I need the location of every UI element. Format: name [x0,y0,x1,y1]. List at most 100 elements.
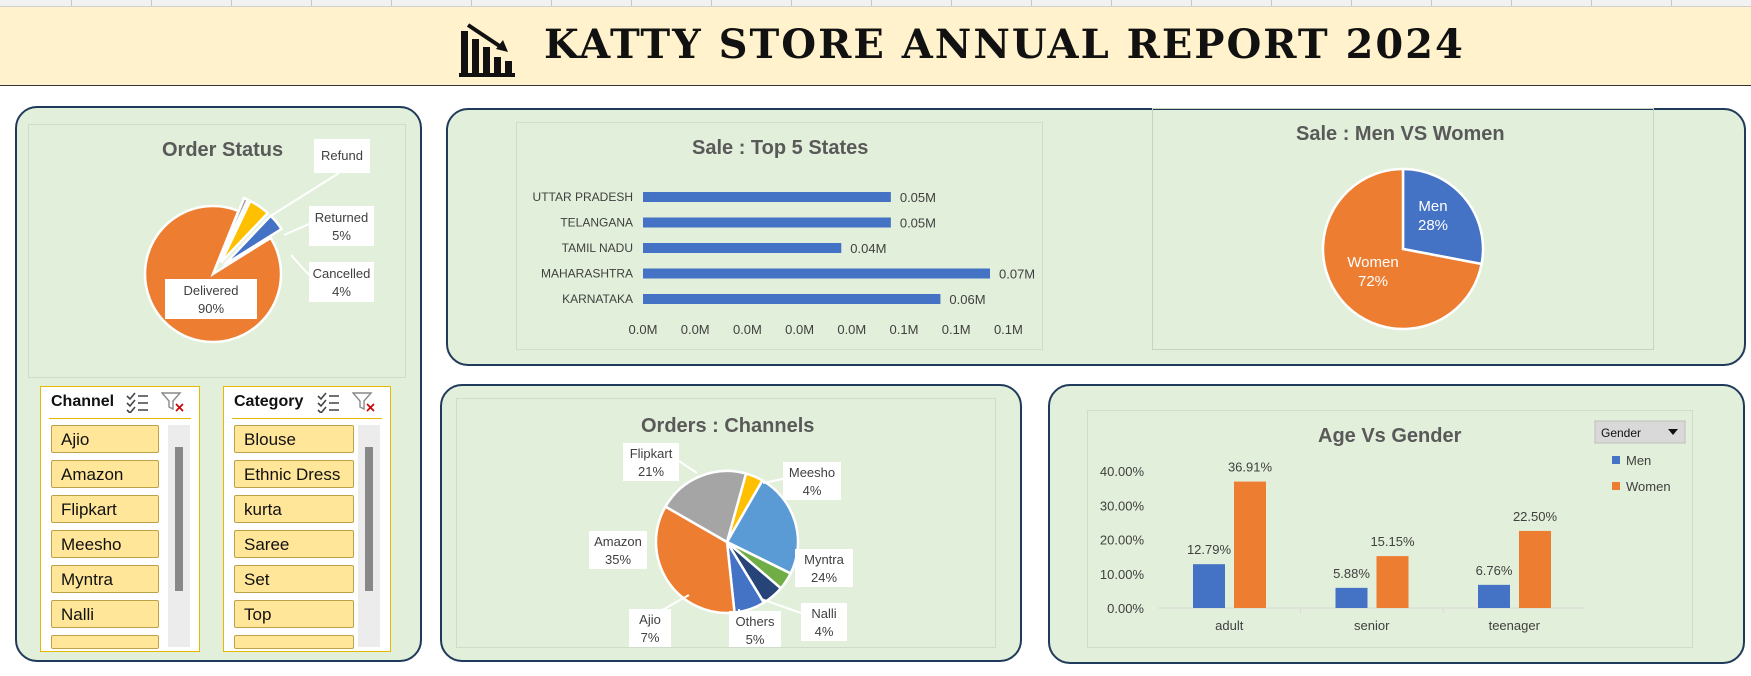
slicer-item-meesho[interactable]: Meesho [51,530,159,558]
category-slicer[interactable]: Category Blouse Ethnic Dress kurta Saree… [223,386,391,652]
x-tick-label: 0.0M [733,322,762,337]
data-label-men-line: 28% [1418,217,1448,234]
leader-line-nalli [760,598,802,614]
data-label-box-amazon [589,531,647,569]
slicer-item-amazon[interactable]: Amazon [51,460,159,488]
data-label-amazon-line: 35% [605,552,631,567]
dropdown-arrow-icon[interactable] [1668,429,1678,435]
slicer-item-kurta[interactable]: kurta [234,495,354,523]
bar-men-senior [1335,587,1368,608]
slicer-item-ethnic-dress[interactable]: Ethnic Dress [234,460,354,488]
state-label-maharashtra: MAHARASHTRA [541,267,633,281]
data-label-returned-line: 5% [332,228,351,243]
data-label-returned-line: Returned [315,210,368,225]
bar-men-adult [1193,564,1225,608]
legend-field-button[interactable] [1594,420,1686,444]
data-label-cancelled-line: Cancelled [313,266,371,281]
data-label-nalli: Nalli 4% [811,606,836,639]
pie-slice-flipkart [663,469,748,544]
gender-sale-pie: Men 28% Women 72% [1321,167,1485,331]
age-gender-bar-chart: 0.00% 10.00% 20.00% 30.00% 40.00% adult 12.79%… [1100,420,1686,633]
column-gridline [1271,0,1272,6]
state-label-tamil-nadu: TAMIL NADU [562,241,633,255]
leader-line-cancelled [290,254,310,276]
data-label-women-line: Women [1347,254,1398,271]
bar-women-senior [1376,556,1409,608]
top-states-bar-chart: UTTAR PRADESH 0.05M TELANGANA 0.05M TAMIL NA… [533,190,1036,337]
column-gridline [231,0,232,6]
slicer-item-ajio[interactable]: Ajio [51,425,159,453]
data-label-box-flipkart [623,443,679,481]
data-label-meesho: Meesho 4% [789,465,835,498]
order-status-title: Order Status [162,139,284,161]
clear-filter-icon[interactable] [352,391,376,413]
slicer-item-set[interactable]: Set [234,565,354,593]
bar-chart-down-icon [459,23,515,77]
column-gridline [871,0,872,6]
channel-slicer[interactable]: Channel Ajio Amazon Flipkart Meesho Mynt… [40,386,200,652]
legend-title: Gender [1601,426,1641,440]
legend-label-men: Men [1626,453,1651,468]
slicer-item-top[interactable]: Top [234,600,354,628]
column-gridline [1351,0,1352,6]
bar-value-label: 5.88% [1333,566,1370,581]
column-gridline [951,0,952,6]
data-label-box-ajio [629,609,671,647]
data-label-myntra-line: Myntra [804,552,845,567]
top-states-title: Sale : Top 5 States [692,137,869,159]
multi-select-icon[interactable] [316,391,340,413]
column-gridline [471,0,472,6]
data-label-women: Women 72% [1347,254,1398,290]
data-label-flipkart: Flipkart 21% [630,446,673,479]
data-label-ajio-line: 7% [641,630,660,645]
data-label-box-nalli [801,603,847,641]
data-label-meesho-line: Meesho [789,465,835,480]
sales-panel [446,108,1746,366]
channel-slicer-title: Channel [51,393,115,410]
slicer-item-partial[interactable] [234,635,354,649]
scrollbar-thumb[interactable] [365,447,373,591]
data-label-box-delivered [165,279,257,319]
state-label-telangana: TELANGANA [560,216,633,230]
bar-women-teenager [1519,530,1551,608]
legend-swatch-men [1612,456,1620,464]
channels-title: Orders : Channels [641,415,815,437]
data-label-returned: Returned 5% [315,210,368,243]
top-states-chart-area: Sale : Top 5 States UTTAR PRADESH 0.05M TE… [516,122,1043,350]
slicer-item-partial[interactable] [51,635,159,649]
pie-slice-refund [217,196,250,262]
channels-chart-area: Orders : Channels Meesho 4% Myntra 24% Nalli… [456,398,996,648]
bar-tamil-nadu [643,243,842,253]
slicer-item-saree[interactable]: Saree [234,530,354,558]
slicer-item-nalli[interactable]: Nalli [51,600,159,628]
data-label-box-others [729,611,781,647]
data-label-myntra-line: 24% [811,570,837,585]
state-label-uttar-pradesh: UTTAR PRADESH [533,190,633,204]
y-tick-label: 20.00% [1100,533,1145,548]
column-gridline [631,0,632,6]
leader-line-flipkart [678,460,698,474]
scrollbar-thumb[interactable] [175,447,183,591]
category-slicer-scrollbar[interactable] [358,425,380,647]
data-label-box-cancelled [309,262,374,302]
slicer-item-blouse[interactable]: Blouse [234,425,354,453]
bar-karnataka [643,294,941,304]
slicer-item-myntra[interactable]: Myntra [51,565,159,593]
data-label-meesho-line: 4% [803,483,822,498]
category-slicer-title: Category [234,393,304,410]
channel-slicer-scrollbar[interactable] [168,425,190,647]
data-label-men-line: Men [1418,198,1447,215]
pie-slice-women [1321,167,1484,331]
category-label-adult: adult [1215,618,1244,633]
data-label-women-line: 72% [1358,273,1388,290]
slicer-item-flipkart[interactable]: Flipkart [51,495,159,523]
slicer-divider [232,418,382,419]
report-title: KATTY STORE ANNUAL REPORT 2024 [544,21,1465,68]
multi-select-icon[interactable] [125,391,149,413]
x-tick-label: 0.0M [837,322,866,337]
column-gridline [1031,0,1032,6]
bar-value-label-uttar-pradesh: 0.05M [900,190,936,205]
clear-filter-icon[interactable] [161,391,185,413]
data-label-box-meesho [783,462,841,500]
pie-slice-returned [219,199,270,264]
